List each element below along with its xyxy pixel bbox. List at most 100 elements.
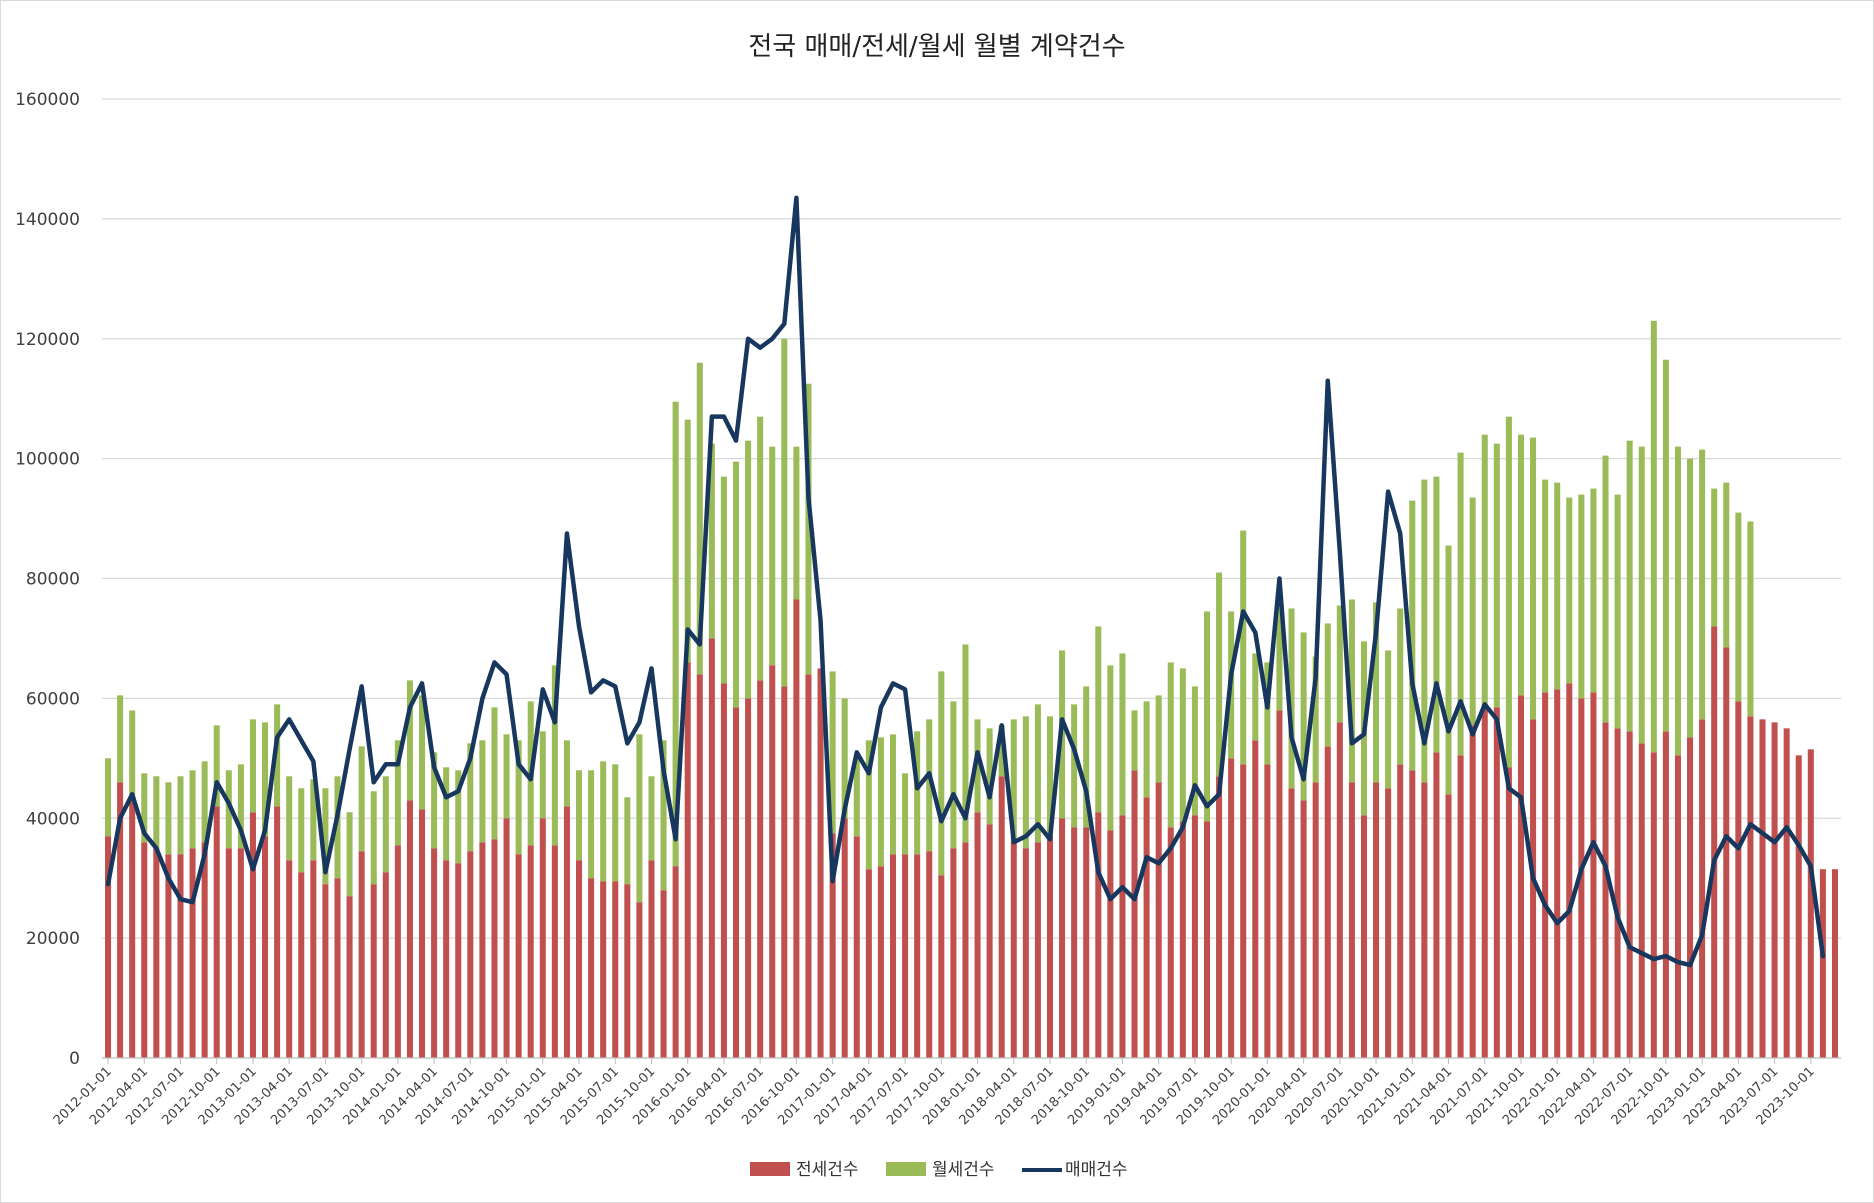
bar-wolse	[660, 740, 667, 891]
bar-jeonse	[1216, 776, 1223, 1058]
bar-wolse	[1264, 662, 1271, 765]
bar-wolse	[225, 770, 232, 849]
bar-jeonse	[1288, 788, 1295, 1058]
bar-wolse	[310, 779, 317, 861]
bar-jeonse	[539, 818, 546, 1058]
y-tick-label: 160000	[15, 90, 80, 110]
bar-jeonse	[1638, 743, 1645, 1058]
bar-jeonse	[1143, 797, 1150, 1058]
bar-wolse	[1493, 443, 1500, 708]
bar-wolse	[648, 776, 655, 861]
bar-wolse	[1638, 446, 1645, 744]
grid-layer	[102, 98, 1841, 939]
bar-jeonse	[249, 812, 256, 1058]
bar-jeonse	[1783, 728, 1790, 1058]
bar-jeonse	[1650, 752, 1657, 1058]
bar-wolse	[201, 761, 208, 843]
bar-wolse	[1107, 665, 1114, 831]
bar-wolse	[394, 740, 401, 846]
bar-jeonse	[443, 860, 450, 1058]
bar-wolse	[1312, 656, 1319, 783]
bar-wolse	[1711, 488, 1718, 627]
bar-wolse	[1517, 434, 1524, 696]
bar-jeonse	[1276, 710, 1283, 1058]
line-layer	[105, 195, 1826, 968]
bar-layer	[105, 320, 1838, 1058]
bar-jeonse	[129, 800, 136, 1058]
bar-jeonse	[1493, 707, 1500, 1058]
legend-item-jeonse[interactable]: 전세건수	[750, 1160, 859, 1180]
bar-jeonse	[1228, 758, 1235, 1058]
bar-jeonse	[745, 698, 752, 1058]
legend-item-maemae[interactable]: 매매건수	[1022, 1160, 1128, 1180]
bar-jeonse	[998, 776, 1005, 1058]
bar-jeonse	[467, 851, 474, 1058]
bar-wolse	[1662, 359, 1669, 732]
bar-jeonse	[1336, 722, 1343, 1058]
bar-jeonse	[1155, 782, 1162, 1058]
bar-wolse	[865, 740, 872, 870]
bar-wolse	[805, 383, 812, 675]
bar-jeonse	[805, 674, 812, 1058]
bar-jeonse	[225, 848, 232, 1058]
bar-jeonse	[853, 836, 860, 1058]
bar-wolse	[1542, 479, 1549, 693]
bar-jeonse	[286, 860, 293, 1058]
bar-wolse	[165, 782, 172, 855]
bar-wolse	[563, 740, 570, 807]
bar-wolse	[419, 695, 426, 810]
bar-wolse	[1034, 704, 1041, 843]
bar-jeonse	[1095, 812, 1102, 1058]
bar-wolse	[902, 773, 909, 855]
bar-jeonse	[1626, 731, 1633, 1058]
bar-jeonse	[889, 854, 897, 1058]
y-tick-label: 60000	[26, 689, 80, 709]
bar-jeonse	[1445, 794, 1452, 1058]
bar-wolse	[346, 812, 353, 897]
bar-jeonse	[153, 848, 160, 1058]
bar-jeonse	[829, 833, 836, 1058]
bar-wolse	[914, 731, 921, 855]
bar-wolse	[1336, 605, 1343, 723]
bar-wolse	[298, 788, 305, 873]
bar-jeonse	[105, 836, 112, 1058]
bar-jeonse	[1022, 848, 1029, 1058]
bar-wolse	[720, 476, 727, 684]
bar-wolse	[1481, 434, 1488, 705]
bar-jeonse	[1747, 716, 1754, 1058]
bar-jeonse	[1421, 782, 1428, 1058]
bar-jeonse	[563, 806, 570, 1058]
bar-jeonse	[684, 662, 691, 1058]
bar-wolse	[1650, 320, 1657, 753]
bar-wolse	[769, 446, 776, 666]
bar-wolse	[1674, 446, 1681, 756]
bar-wolse	[1397, 608, 1404, 765]
bar-wolse	[443, 767, 450, 861]
bar-jeonse	[1324, 746, 1331, 1058]
bar-jeonse	[1373, 782, 1380, 1058]
bar-wolse	[877, 737, 884, 867]
bar-wolse	[322, 788, 329, 885]
bar-jeonse	[841, 818, 848, 1058]
bar-wolse	[757, 416, 764, 681]
bar-jeonse	[262, 836, 269, 1058]
y-tick-label: 100000	[15, 450, 80, 470]
bar-jeonse	[1614, 728, 1621, 1058]
legend-item-wolse[interactable]: 월세건수	[886, 1160, 995, 1180]
bar-jeonse	[1542, 692, 1549, 1058]
bar-jeonse	[1590, 692, 1597, 1058]
bar-jeonse	[141, 842, 148, 1058]
bar-wolse	[1590, 488, 1597, 693]
bar-jeonse	[1397, 764, 1404, 1058]
bar-wolse	[853, 758, 860, 837]
bar-jeonse	[298, 872, 305, 1058]
bar-jeonse	[1264, 764, 1271, 1058]
bar-jeonse	[419, 809, 426, 1058]
bar-wolse	[117, 695, 124, 783]
bar-wolse	[624, 797, 631, 885]
chart-title: 전국 매매/전세/월세 월별 계약건수	[748, 32, 1125, 62]
bar-wolse	[141, 773, 148, 843]
bar-wolse	[575, 770, 583, 861]
bar-wolse	[781, 338, 788, 687]
bar-jeonse	[515, 854, 522, 1058]
